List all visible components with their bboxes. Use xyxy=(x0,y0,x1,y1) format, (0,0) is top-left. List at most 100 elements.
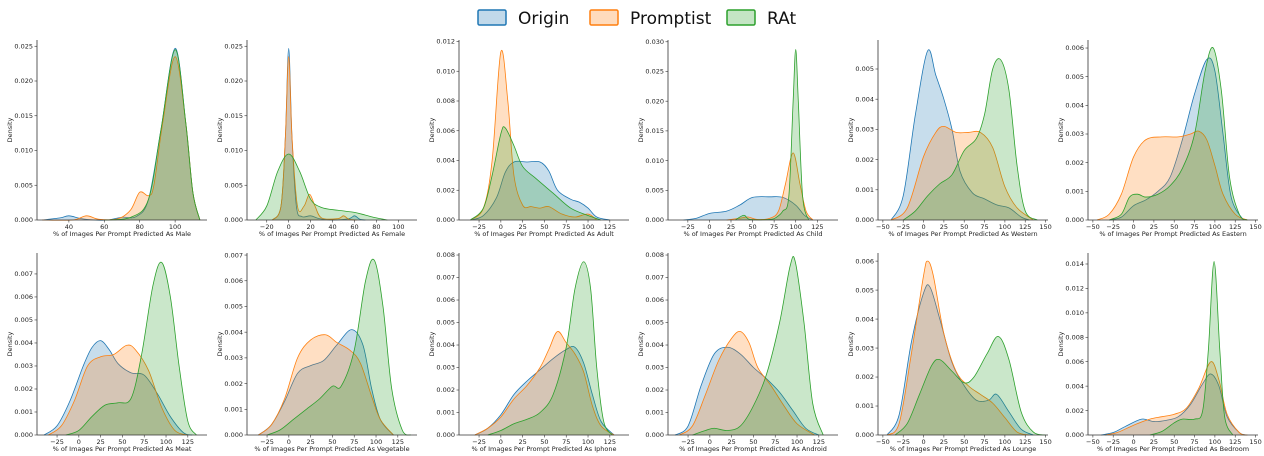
x-tick-label: 0 xyxy=(707,223,711,231)
x-tick-label: −50 xyxy=(876,438,890,446)
x-tick-label: 60 xyxy=(350,223,358,231)
y-tick-label: 0.004 xyxy=(1065,102,1084,110)
x-axis-label: % of Images Per Prompt Predicted As Adul… xyxy=(474,230,614,238)
y-tick-label: 0.000 xyxy=(224,431,243,439)
x-tick-label: 100 xyxy=(791,438,803,446)
density-area-origin xyxy=(474,346,615,435)
x-tick-label: 0 xyxy=(921,438,925,446)
density-area-promptist xyxy=(1096,130,1248,220)
density-area-origin xyxy=(886,284,1034,435)
y-axis-label: Density xyxy=(637,331,645,356)
y-tick-label: 0.006 xyxy=(14,293,33,301)
x-tick-label: 75 xyxy=(980,223,988,231)
y-tick-label: 0.004 xyxy=(1065,382,1084,390)
y-axis-label: Density xyxy=(6,117,14,142)
y-tick-label: 0.001 xyxy=(14,408,33,416)
density-area-promptist xyxy=(886,261,1030,435)
y-tick-label: 0.000 xyxy=(14,431,33,439)
x-tick-label: 75 xyxy=(771,438,779,446)
y-tick-label: 0.005 xyxy=(855,65,874,73)
y-tick-label: 0.001 xyxy=(1065,188,1084,196)
y-tick-label: 0.015 xyxy=(224,112,243,120)
y-tick-label: 0.005 xyxy=(645,186,664,194)
legend-label-promptist: Promptist xyxy=(630,9,712,29)
x-axis-label: % of Images Per Prompt Predicted As Chil… xyxy=(683,230,822,238)
density-area-promptist xyxy=(470,50,597,221)
density-area-origin xyxy=(1101,373,1248,435)
x-tick-label: 50 xyxy=(118,438,126,446)
y-tick-label: 0.001 xyxy=(855,186,874,194)
density-area-promptist xyxy=(474,331,615,435)
y-tick-label: 0.001 xyxy=(645,409,664,417)
density-line-rat xyxy=(894,336,1046,436)
x-tick-label: 25 xyxy=(519,438,527,446)
x-tick-label: 40 xyxy=(328,223,336,231)
y-tick-label: 0.004 xyxy=(645,341,664,349)
y-tick-label: 0.015 xyxy=(645,127,664,135)
y-tick-label: 0.004 xyxy=(14,339,33,347)
panel-child: 0.000 0.005 0.010 0.015 0.020 0.025 0.030 −25 0 2… xyxy=(637,38,838,238)
y-tick-label: 0.000 xyxy=(1065,431,1084,439)
y-tick-label: 0.025 xyxy=(645,68,664,76)
x-axis-label: % of Images Per Prompt Predicted As Vege… xyxy=(254,445,409,453)
density-line-rat xyxy=(266,258,412,436)
density-area-rat xyxy=(692,256,824,435)
x-tick-label: 60 xyxy=(100,223,108,231)
y-tick-label: 0.000 xyxy=(436,431,455,439)
y-tick-label: 0.006 xyxy=(436,127,455,135)
y-axis-label: Density xyxy=(428,117,436,142)
panel-adult: 0.000 0.002 0.004 0.006 0.008 0.010 0.012 −25 0 2… xyxy=(428,38,629,238)
y-tick-label: 0.010 xyxy=(1065,309,1084,317)
y-tick-label: 0.001 xyxy=(224,405,243,413)
legend-label-rat: RAt xyxy=(767,9,796,29)
x-axis-label: % of Images Per Prompt Predicted As Meat xyxy=(53,445,192,453)
y-tick-label: 0.001 xyxy=(855,402,874,410)
density-line-rat xyxy=(902,58,1038,221)
x-tick-label: 100 xyxy=(392,223,404,231)
y-tick-label: 0.010 xyxy=(224,147,243,155)
x-tick-label: −25 xyxy=(681,223,695,231)
y-tick-label: 0.006 xyxy=(1065,358,1084,366)
x-tick-label: 0 xyxy=(1131,223,1135,231)
y-axis-label: Density xyxy=(847,331,855,356)
x-tick-label: 75 xyxy=(140,438,148,446)
density-line-origin xyxy=(474,346,615,436)
density-line-rat xyxy=(1149,261,1234,436)
y-tick-label: 0.000 xyxy=(855,216,874,224)
y-tick-label: 0.005 xyxy=(645,319,664,327)
x-tick-label: −25 xyxy=(1106,223,1120,231)
y-tick-label: 0.020 xyxy=(645,97,664,105)
legend-label-origin: Origin xyxy=(518,9,569,29)
y-tick-label: 0.008 xyxy=(1065,333,1084,341)
x-axis-label: % of Images Per Prompt Predicted As East… xyxy=(1099,230,1246,238)
x-tick-label: 50 xyxy=(1170,438,1178,446)
x-tick-label: 0 xyxy=(287,223,291,231)
y-tick-label: 0.004 xyxy=(436,341,455,349)
y-tick-label: 0.005 xyxy=(14,316,33,324)
y-tick-label: 0.005 xyxy=(224,181,243,189)
y-tick-label: 0.003 xyxy=(224,354,243,362)
density-line-origin xyxy=(258,329,394,436)
density-line-rat xyxy=(104,49,201,221)
x-tick-label: 0 xyxy=(708,438,712,446)
x-axis-label: % of Images Per Prompt Predicted As Fema… xyxy=(259,230,405,238)
x-tick-label: 80 xyxy=(136,223,144,231)
density-area-rat xyxy=(104,49,200,220)
y-tick-label: 0.001 xyxy=(436,409,455,417)
y-tick-label: 0.000 xyxy=(436,216,455,224)
y-axis-label: Density xyxy=(428,331,436,356)
panel-eastern: 0.000 0.001 0.002 0.003 0.004 0.005 0.006 −50 −2… xyxy=(1057,40,1262,238)
x-axis-label: % of Images Per Prompt Predicted As Loun… xyxy=(890,445,1037,453)
x-tick-label: 100 xyxy=(999,223,1011,231)
density-area-rat xyxy=(895,336,1046,435)
x-tick-label: 125 xyxy=(813,438,825,446)
x-tick-label: 25 xyxy=(1150,438,1158,446)
density-line-promptist xyxy=(1105,361,1248,436)
density-line-promptist xyxy=(886,260,1030,436)
y-tick-label: 0.006 xyxy=(436,296,455,304)
x-tick-label: 100 xyxy=(1209,438,1221,446)
y-tick-label: 0.012 xyxy=(1065,285,1084,293)
density-line-origin xyxy=(43,340,193,436)
y-tick-label: 0.005 xyxy=(855,286,874,294)
x-tick-label: 75 xyxy=(562,438,570,446)
